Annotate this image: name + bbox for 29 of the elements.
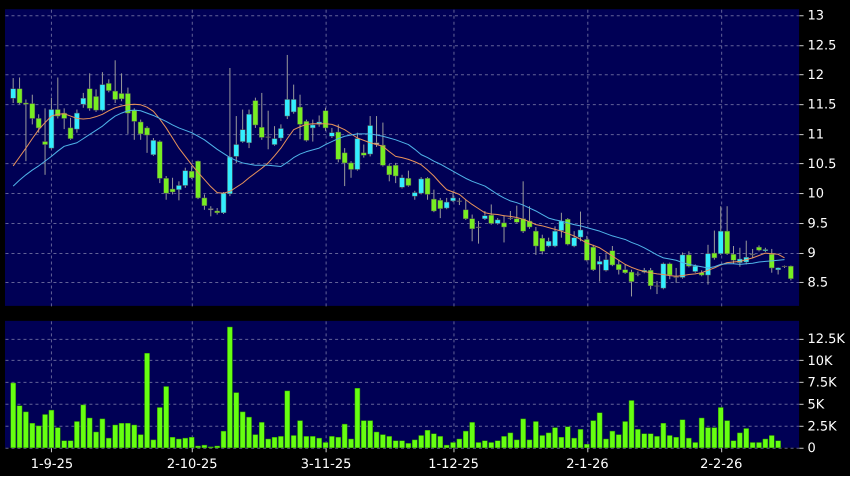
candlestick [234, 116, 240, 164]
x-tick-label: 1-12-25 [428, 457, 479, 472]
y-tick-label: 10.5 [808, 157, 836, 172]
y-tick-label: 0 [808, 441, 816, 456]
y-tick-label: 13 [808, 8, 824, 24]
candlestick [380, 122, 386, 167]
candlestick [578, 211, 584, 242]
y-tick-label: 12.5K [808, 332, 846, 347]
y-tick-label: 2.5K [808, 419, 838, 434]
y-tick-label: 12 [808, 68, 824, 84]
y-tick-label: 10 [808, 186, 824, 202]
y-tick-label: 8.5 [808, 276, 828, 291]
x-tick-label: 3-11-25 [300, 457, 352, 472]
y-tick-label: 12.5 [808, 38, 836, 54]
candlestick [750, 248, 756, 259]
candlestick [208, 206, 214, 217]
y-tick-label: 9 [808, 246, 816, 262]
y-tick-label: 9.5 [808, 216, 828, 232]
y-tick-label: 10K [808, 354, 834, 369]
candlestick [278, 124, 284, 142]
candlestick [272, 126, 278, 146]
x-tick-label: 2-2-26 [700, 457, 742, 472]
y-tick-label: 11 [808, 127, 824, 142]
x-tick-label: 2-10-25 [166, 457, 218, 472]
x-tick-label: 1-9-25 [30, 457, 74, 472]
x-tick-label: 2-1-26 [566, 457, 609, 472]
y-tick-label: 11.5 [808, 98, 836, 113]
y-tick-label: 7.5K [808, 376, 838, 391]
y-tick-label: 5K [808, 398, 825, 413]
